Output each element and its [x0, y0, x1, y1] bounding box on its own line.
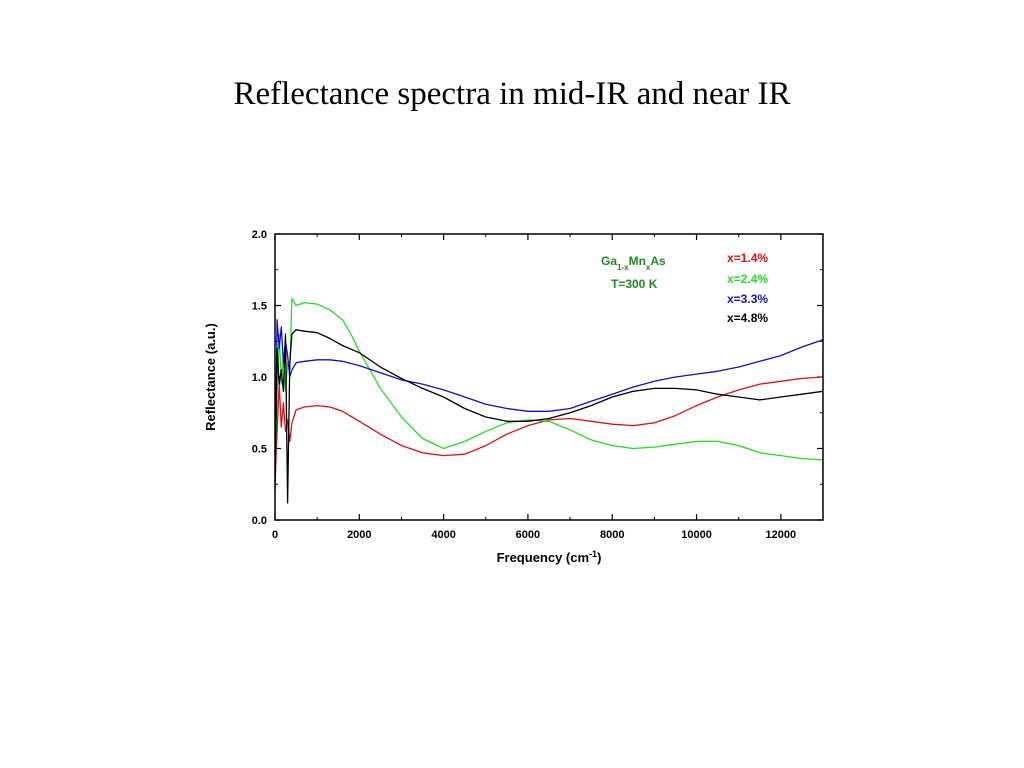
legend-entry-4: x=4.8%	[727, 311, 768, 325]
x-axis-label-end: )	[597, 550, 601, 565]
slide-title: Reflectance spectra in mid-IR and near I…	[233, 76, 791, 112]
y-tick-label: 0.0	[252, 515, 267, 527]
plot-frame	[274, 233, 824, 521]
x-tick-label: 4000	[431, 529, 455, 541]
series-line-3	[275, 319, 823, 492]
legend-entry-2: x=2.4%	[727, 272, 768, 286]
material-sub2: x	[646, 263, 651, 272]
legend: x=1.4% x=2.4% x=3.3% x=4.8%	[727, 251, 768, 325]
x-tick-label: 2000	[347, 529, 371, 541]
y-tick-label: 2.0	[252, 229, 267, 241]
x-tick-label: 8000	[600, 529, 624, 541]
legend-entry-1: x=1.4%	[727, 251, 768, 265]
x-tick-label: 12000	[766, 529, 797, 541]
x-axis-label: Frequency (cm-1)	[497, 549, 602, 565]
y-tick-label: 1.0	[252, 372, 267, 384]
material-end: As	[650, 254, 666, 268]
y-tick-label: 0.5	[252, 444, 267, 456]
x-tick-label: 0	[272, 529, 278, 541]
x-axis-label-main: Frequency (cm	[497, 550, 589, 565]
series-line-4	[275, 329, 823, 504]
y-tick-label: 1.5	[252, 301, 267, 313]
legend-entry-3: x=3.3%	[727, 292, 768, 306]
x-axis-label-sup: -1	[589, 549, 597, 559]
series-line-2	[275, 297, 823, 478]
x-tick-label: 6000	[516, 529, 540, 541]
series-layer	[275, 297, 823, 504]
material-label: Ga1-xMnxAs	[601, 254, 666, 272]
tick-labels: 0 2000 4000 6000 8000 10000 12000 0.0 0.5 1.0 1.5 2…	[252, 229, 796, 541]
series-line-1	[275, 376, 823, 486]
material-base: Ga	[601, 254, 617, 268]
y-axis-label: Reflectance (a.u.)	[203, 323, 218, 431]
x-tick-label: 10000	[681, 529, 712, 541]
material-mid: Mn	[629, 254, 646, 268]
temperature-label: T=300 K	[611, 277, 658, 291]
material-sub1: 1-x	[617, 263, 629, 272]
